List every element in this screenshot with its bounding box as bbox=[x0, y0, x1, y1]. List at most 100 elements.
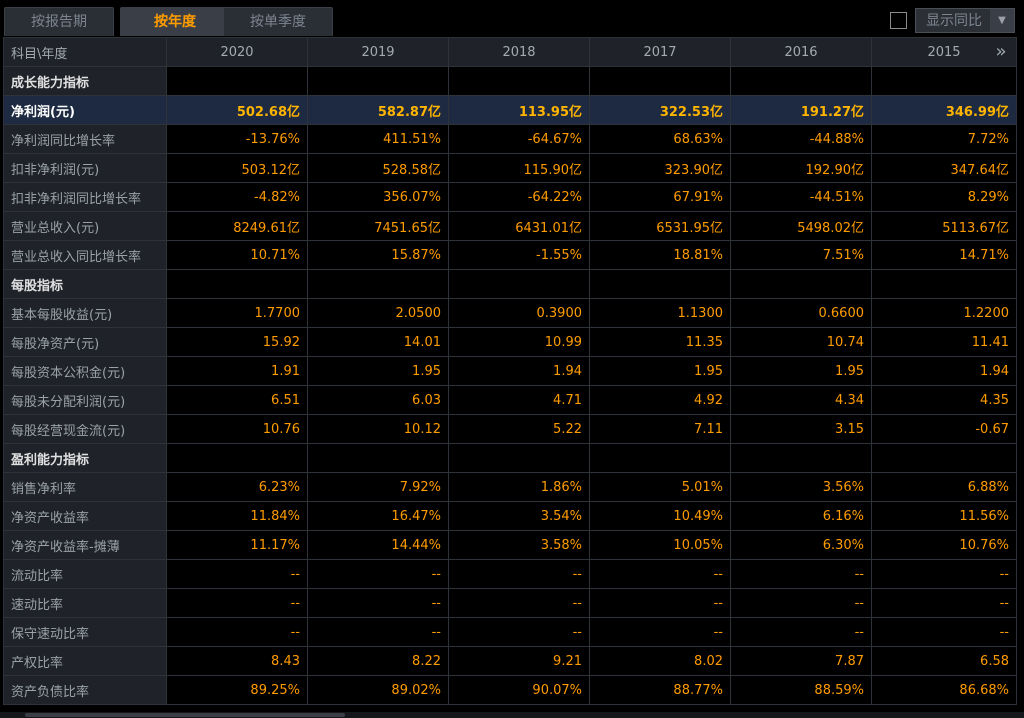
section-header-row[interactable]: 每股指标 bbox=[3, 269, 1017, 299]
value-cell: 89.02% bbox=[307, 675, 449, 705]
table-row[interactable]: 产权比率 8.43 8.22 9.21 8.02 7.87 6.58 bbox=[3, 646, 1017, 676]
year-header[interactable]: 2018 bbox=[448, 37, 590, 67]
table-row[interactable]: 流动比率 -- -- -- -- -- -- bbox=[3, 559, 1017, 589]
table-row[interactable]: 基本每股收益(元) 1.7700 2.0500 0.3900 1.1300 0.6600 1… bbox=[3, 298, 1017, 328]
yoy-checkbox[interactable] bbox=[890, 12, 907, 29]
value-cell: 18.81% bbox=[589, 240, 731, 270]
value-cell: 356.07% bbox=[307, 182, 449, 212]
section-header-row[interactable]: 盈利能力指标 bbox=[3, 443, 1017, 473]
table-row[interactable]: 净资产收益率 11.84% 16.47% 3.54% 10.49% 6.16% 11.56% bbox=[3, 501, 1017, 531]
value-cell: 6.30% bbox=[730, 530, 872, 560]
tab-by-quarter[interactable]: 按单季度 bbox=[223, 7, 333, 36]
value-cell: 16.47% bbox=[307, 501, 449, 531]
value-cell: 68.63% bbox=[589, 124, 731, 154]
value-cell: 10.05% bbox=[589, 530, 731, 560]
value-cell: 10.76% bbox=[871, 530, 1017, 560]
value-cell: 502.68亿 bbox=[166, 95, 308, 125]
value-cell: 14.71% bbox=[871, 240, 1017, 270]
row-label: 净利润同比增长率 bbox=[3, 124, 167, 154]
value-cell: 323.90亿 bbox=[589, 153, 731, 183]
row-label: 扣非净利润(元) bbox=[3, 153, 167, 183]
value-cell: 6531.95亿 bbox=[589, 211, 731, 241]
row-label: 资产负债比率 bbox=[3, 675, 167, 705]
value-cell: 5498.02亿 bbox=[730, 211, 872, 241]
value-cell: 7.11 bbox=[589, 414, 731, 444]
table-row[interactable]: 营业总收入(元) 8249.61亿 7451.65亿 6431.01亿 6531.95亿… bbox=[3, 211, 1017, 241]
value-cell: -- bbox=[730, 617, 872, 647]
table-row[interactable]: 每股资本公积金(元) 1.91 1.95 1.94 1.95 1.95 1.94 bbox=[3, 356, 1017, 386]
table-row[interactable]: 扣非净利润(元) 503.12亿 528.58亿 115.90亿 323.90亿 192.… bbox=[3, 153, 1017, 183]
scrollbar-thumb[interactable] bbox=[25, 713, 345, 717]
empty-cell bbox=[448, 66, 590, 96]
horizontal-scrollbar[interactable] bbox=[0, 712, 1024, 718]
value-cell: 10.71% bbox=[166, 240, 308, 270]
year-header[interactable]: 2016 bbox=[730, 37, 872, 67]
value-cell: 8.22 bbox=[307, 646, 449, 676]
value-cell: 8.02 bbox=[589, 646, 731, 676]
empty-cell bbox=[871, 443, 1017, 473]
table-row[interactable]: 净资产收益率-摊薄 11.17% 14.44% 3.58% 10.05% 6.30% 10.… bbox=[3, 530, 1017, 560]
table-row[interactable]: 销售净利率 6.23% 7.92% 1.86% 5.01% 3.56% 6.88% bbox=[3, 472, 1017, 502]
value-cell: 1.7700 bbox=[166, 298, 308, 328]
section-header-row[interactable]: 成长能力指标 bbox=[3, 66, 1017, 96]
value-cell: -- bbox=[307, 559, 449, 589]
table-row[interactable]: 每股未分配利润(元) 6.51 6.03 4.71 4.92 4.34 4.35 bbox=[3, 385, 1017, 415]
value-cell: 5.22 bbox=[448, 414, 590, 444]
value-cell: -- bbox=[589, 559, 731, 589]
empty-cell bbox=[448, 269, 590, 299]
value-cell: 89.25% bbox=[166, 675, 308, 705]
value-cell: 192.90亿 bbox=[730, 153, 872, 183]
value-cell: -- bbox=[730, 588, 872, 618]
table-row[interactable]: 净利润同比增长率 -13.76% 411.51% -64.67% 68.63% -44.8… bbox=[3, 124, 1017, 154]
value-cell: 1.2200 bbox=[871, 298, 1017, 328]
table-row[interactable]: 扣非净利润同比增长率 -4.82% 356.07% -64.22% 67.91% -44.… bbox=[3, 182, 1017, 212]
table-row[interactable]: 每股净资产(元) 15.92 14.01 10.99 11.35 10.74 11.41 bbox=[3, 327, 1017, 357]
value-cell: 6.88% bbox=[871, 472, 1017, 502]
value-cell: 115.90亿 bbox=[448, 153, 590, 183]
tab-by-report-period[interactable]: 按报告期 bbox=[4, 7, 114, 36]
value-cell: 9.21 bbox=[448, 646, 590, 676]
value-cell: 6.03 bbox=[307, 385, 449, 415]
table-row[interactable]: 每股经营现金流(元) 10.76 10.12 5.22 7.11 3.15 -0.67 bbox=[3, 414, 1017, 444]
row-label: 速动比率 bbox=[3, 588, 167, 618]
empty-cell bbox=[730, 66, 872, 96]
year-header[interactable]: 2020 bbox=[166, 37, 308, 67]
value-cell: 88.77% bbox=[589, 675, 731, 705]
value-cell: 15.87% bbox=[307, 240, 449, 270]
value-cell: 582.87亿 bbox=[307, 95, 449, 125]
top-toolbar: 按报告期 按年度 按单季度 显示同比 ▼ bbox=[0, 0, 1024, 37]
value-cell: 7.72% bbox=[871, 124, 1017, 154]
section-title: 每股指标 bbox=[3, 269, 167, 299]
value-cell: 4.35 bbox=[871, 385, 1017, 415]
value-cell: -- bbox=[871, 559, 1017, 589]
table-row[interactable]: 营业总收入同比增长率 10.71% 15.87% -1.55% 18.81% 7.51% 1… bbox=[3, 240, 1017, 270]
table-row[interactable]: 资产负债比率 89.25% 89.02% 90.07% 88.77% 88.59% 86.6… bbox=[3, 675, 1017, 705]
value-cell: -- bbox=[448, 559, 590, 589]
section-title: 盈利能力指标 bbox=[3, 443, 167, 473]
value-cell: -- bbox=[871, 617, 1017, 647]
row-label: 每股经营现金流(元) bbox=[3, 414, 167, 444]
year-header[interactable]: 2017 bbox=[589, 37, 731, 67]
value-cell: -- bbox=[166, 588, 308, 618]
table-row[interactable]: 速动比率 -- -- -- -- -- -- bbox=[3, 588, 1017, 618]
value-cell: -- bbox=[307, 617, 449, 647]
table-row[interactable]: 净利润(元) 502.68亿 582.87亿 113.95亿 322.53亿 191.27… bbox=[3, 95, 1017, 125]
empty-cell bbox=[166, 269, 308, 299]
value-cell: 411.51% bbox=[307, 124, 449, 154]
row-label: 每股未分配利润(元) bbox=[3, 385, 167, 415]
year-header[interactable]: 2015 » bbox=[871, 37, 1017, 67]
year-header[interactable]: 2019 bbox=[307, 37, 449, 67]
double-chevron-right-icon[interactable]: » bbox=[995, 41, 1007, 62]
value-cell: 1.94 bbox=[871, 356, 1017, 386]
value-cell: 113.95亿 bbox=[448, 95, 590, 125]
value-cell: 11.84% bbox=[166, 501, 308, 531]
table-row[interactable]: 保守速动比率 -- -- -- -- -- -- bbox=[3, 617, 1017, 647]
value-cell: 4.71 bbox=[448, 385, 590, 415]
caret-down-icon[interactable]: ▼ bbox=[990, 9, 1014, 32]
value-cell: -- bbox=[730, 559, 872, 589]
value-cell: 1.95 bbox=[730, 356, 872, 386]
yoy-dropdown[interactable]: 显示同比 ▼ bbox=[915, 8, 1015, 33]
yoy-dropdown-label: 显示同比 bbox=[926, 13, 982, 29]
tab-by-year[interactable]: 按年度 bbox=[120, 7, 230, 36]
row-label: 每股资本公积金(元) bbox=[3, 356, 167, 386]
